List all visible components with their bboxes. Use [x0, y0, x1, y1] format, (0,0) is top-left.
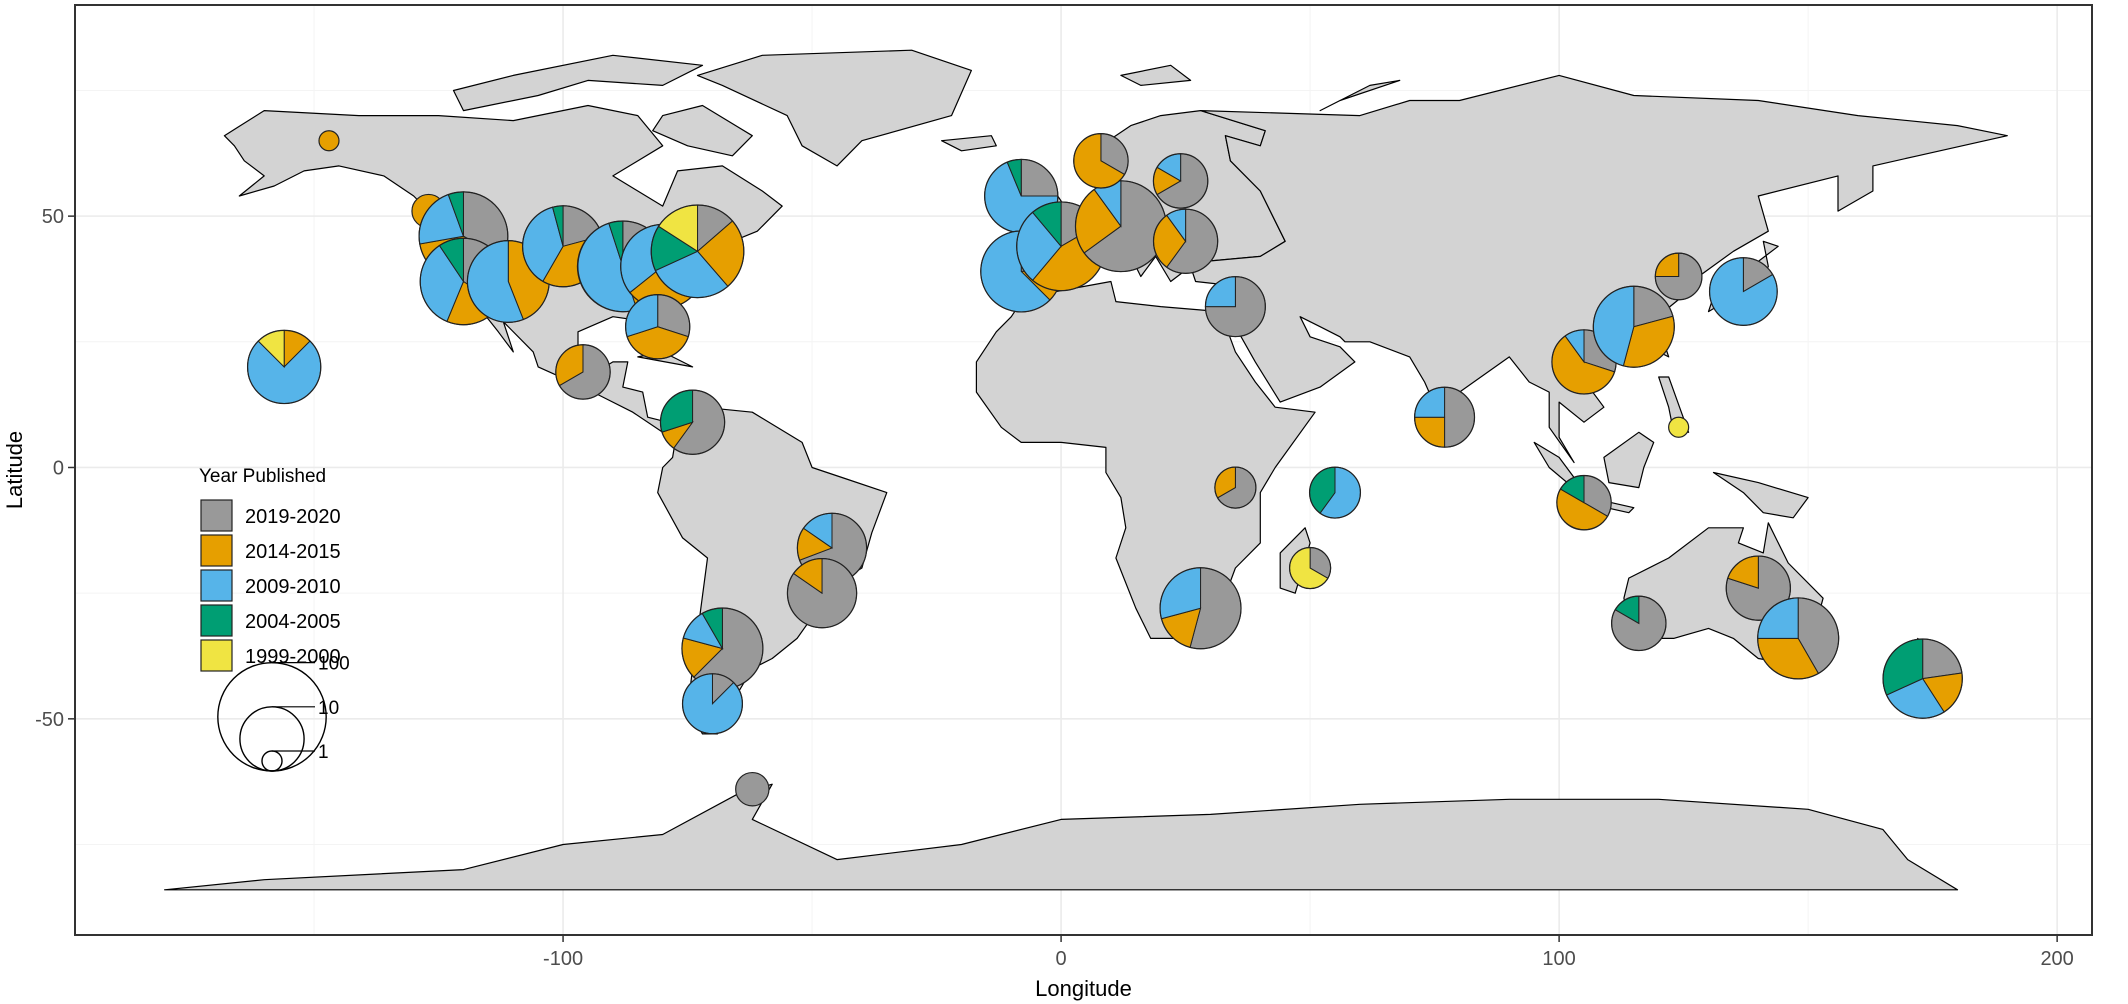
legend-label: 2014-2015 [245, 541, 341, 563]
pie-marker [1556, 474, 1612, 531]
x-tick-label: 100 [1542, 948, 1575, 970]
x-axis-title: Longitude [1035, 976, 1132, 1001]
pie-marker [681, 673, 744, 735]
legend-swatch-2009-2010 [200, 569, 233, 602]
land-novaya-zemlya [1319, 79, 1401, 112]
land-new-guinea [1712, 471, 1809, 519]
pie-marker [246, 329, 322, 405]
panel-border [74, 4, 2093, 936]
legend-swatch-2004-2005 [200, 604, 233, 637]
pie-marker [555, 344, 611, 400]
pie-marker [1152, 153, 1209, 209]
pie-slice-2019-2020 [735, 771, 770, 807]
y-tick-label: -50 [35, 709, 64, 731]
pie-marker [466, 240, 550, 323]
size-legend-label: 100 [318, 654, 350, 675]
pie-outline [1073, 133, 1129, 189]
pie-outline [681, 673, 744, 735]
pie-marker [1668, 416, 1690, 438]
pie-outline [624, 294, 691, 360]
land-baffin-island [652, 104, 753, 157]
pie-marker [1414, 386, 1476, 448]
pie-outline [1725, 555, 1792, 621]
pie-outline [1204, 276, 1266, 338]
pie-marker [318, 130, 340, 152]
pie-outline [1159, 567, 1242, 650]
legend-label: 2009-2010 [245, 576, 341, 598]
land-greenland [696, 49, 973, 167]
pie-marker [1073, 133, 1129, 189]
pie-outline [1592, 285, 1675, 368]
pie-outline [1152, 208, 1219, 274]
pie-marker [1074, 180, 1167, 273]
pie-outline [1414, 386, 1476, 448]
pie-outline [1214, 466, 1257, 509]
pie-marker [735, 771, 770, 807]
pie-marker [1654, 252, 1703, 301]
pie-marker [1611, 595, 1667, 652]
pie-marker [1592, 285, 1675, 368]
axes: -100 0 100 200 50 0 -50 [35, 206, 2074, 970]
pie-marker [659, 389, 726, 455]
pie-marker [786, 557, 858, 629]
pie-outline [1152, 153, 1209, 209]
pie-outline [1308, 466, 1362, 519]
pie-outline [1708, 257, 1778, 326]
y-tick-label: 0 [53, 457, 64, 479]
pie-marker [1725, 555, 1792, 621]
pie-marker [681, 607, 764, 690]
pie-outline [650, 204, 745, 299]
pie-outline [659, 389, 726, 455]
pie-outline [1757, 597, 1840, 680]
pie-markers [246, 130, 1963, 807]
y-tick-label: 50 [42, 206, 64, 228]
pie-outline [1654, 252, 1703, 301]
pie-marker [650, 204, 745, 299]
pie-slice-1999-2000 [1668, 416, 1690, 438]
pie-outline [786, 557, 858, 629]
legend-swatch-1999-2000 [200, 639, 233, 672]
legend-label: 2019-2020 [245, 506, 341, 528]
legend-swatch-2019-2020 [200, 499, 233, 532]
legend: Year Published 2019-2020 2014-2015 2009-20… [199, 466, 350, 772]
pie-marker [1204, 276, 1266, 338]
pie-outline [1882, 638, 1963, 719]
pie-slice-2014-2015 [318, 130, 340, 152]
x-tick-label: -100 [543, 948, 583, 970]
pie-outline [1611, 595, 1667, 652]
pie-marker [624, 294, 691, 360]
land-africa [975, 280, 1316, 640]
pie-outline [1556, 474, 1612, 531]
pie-marker [1288, 546, 1332, 590]
land-iceland [940, 135, 997, 152]
land-asia [1189, 74, 2008, 464]
size-legend-label: 10 [318, 698, 339, 719]
legend-title: Year Published [199, 466, 326, 487]
pie-marker [1882, 638, 1963, 719]
legend-label: 2004-2005 [245, 611, 341, 633]
land-canadian-archipelago [452, 54, 704, 112]
pie-marker [1214, 466, 1257, 509]
pie-outline [555, 344, 611, 400]
pie-marker [1308, 466, 1362, 519]
size-legend-label: 1 [318, 742, 329, 763]
pie-marker [1152, 208, 1219, 274]
land-svalbard [1120, 64, 1192, 87]
pie-marker [1708, 257, 1778, 326]
y-axis-title: Latitude [2, 431, 27, 509]
x-tick-label: 0 [1056, 948, 1067, 970]
land-borneo [1603, 431, 1655, 489]
pie-marker [1757, 597, 1840, 680]
x-tick-label: 200 [2040, 948, 2073, 970]
pie-marker [1159, 567, 1242, 650]
legend-swatch-2014-2015 [200, 534, 233, 567]
pie-outline [246, 329, 322, 405]
land-antarctica [164, 783, 1959, 891]
pie-outline [1288, 546, 1332, 590]
pie-marker [1551, 329, 1617, 395]
